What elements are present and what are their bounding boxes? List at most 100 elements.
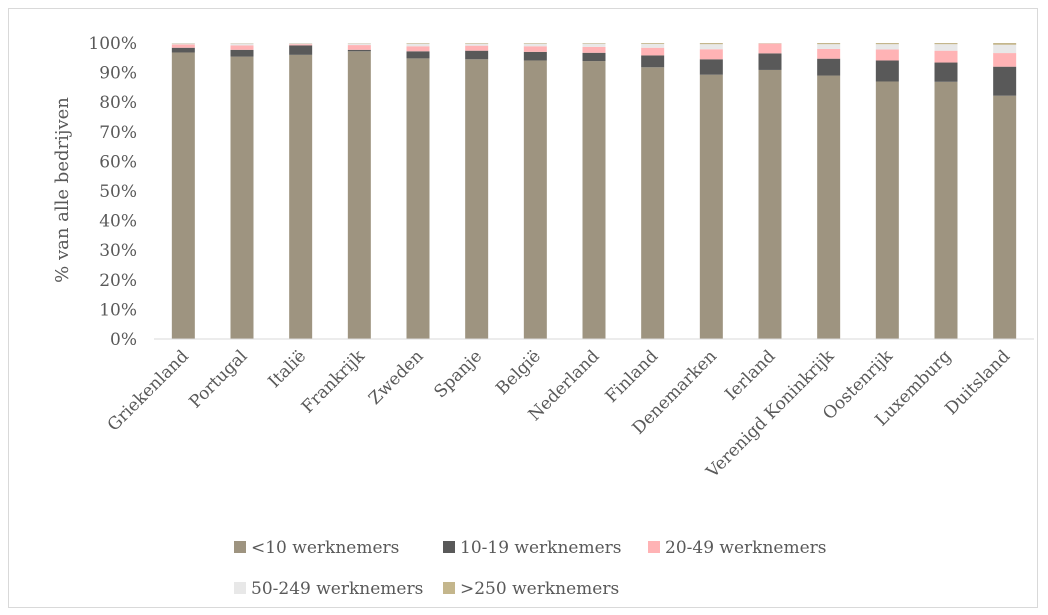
x-tick-label: Zweden bbox=[365, 346, 427, 408]
y-tick-label: 100% bbox=[88, 34, 137, 54]
bar-segment bbox=[934, 50, 958, 63]
y-tick-label: 10% bbox=[99, 300, 137, 320]
bar-segment bbox=[699, 43, 723, 45]
bar-segment bbox=[523, 60, 547, 340]
bar-segment bbox=[993, 95, 1017, 339]
bar-segment bbox=[347, 45, 371, 50]
bar-segment bbox=[523, 51, 547, 61]
bar-segment bbox=[406, 43, 430, 47]
y-tick-label: 50% bbox=[99, 182, 137, 202]
y-tick-label: 30% bbox=[99, 241, 137, 261]
bar-segment bbox=[817, 58, 841, 76]
bar-segment bbox=[934, 81, 958, 339]
bar-segment bbox=[993, 66, 1017, 96]
bar-segment bbox=[582, 52, 606, 62]
bar-segment bbox=[523, 43, 547, 44]
bar-segment bbox=[289, 43, 313, 45]
bar-segment bbox=[171, 43, 195, 45]
y-tick-label: 0% bbox=[110, 330, 137, 350]
bar-segment bbox=[817, 75, 841, 339]
bar-segment bbox=[465, 43, 489, 46]
bar-segment bbox=[875, 49, 899, 61]
bar-segment bbox=[699, 49, 723, 60]
bar-segment bbox=[582, 61, 606, 339]
y-tick-label: 40% bbox=[99, 212, 137, 232]
bar-segment bbox=[171, 44, 195, 48]
bar-segment bbox=[171, 47, 195, 53]
legend-label: <10 werknemers bbox=[251, 538, 399, 558]
bar-segment bbox=[230, 56, 254, 340]
bars bbox=[171, 43, 1017, 340]
bar-segment bbox=[347, 51, 371, 340]
bar-segment bbox=[465, 50, 489, 60]
bar-segment bbox=[993, 44, 1017, 54]
bar-segment bbox=[934, 43, 958, 45]
bar-segment bbox=[582, 43, 606, 47]
legend-swatch bbox=[234, 582, 246, 594]
bar-segment bbox=[699, 59, 723, 75]
y-tick-label: 70% bbox=[99, 123, 137, 143]
y-axis-title: % van alle bedrijven bbox=[52, 97, 73, 283]
bar-segment bbox=[641, 47, 665, 56]
x-tick-label: Frankrijk bbox=[298, 346, 370, 418]
legend: <10 werknemers 10-19 werknemers 20-49 werk… bbox=[234, 538, 827, 599]
legend-swatch bbox=[648, 541, 660, 553]
bar-segment bbox=[465, 59, 489, 339]
bar-segment bbox=[406, 58, 430, 339]
x-tick-label: Italië bbox=[265, 346, 311, 392]
bar-segment bbox=[699, 74, 723, 339]
bar-segment bbox=[289, 45, 313, 55]
bar-segment bbox=[465, 45, 489, 51]
bar-segment bbox=[523, 46, 547, 52]
bar-segment bbox=[934, 62, 958, 82]
bar-segment bbox=[699, 44, 723, 50]
bar-segment bbox=[406, 51, 430, 59]
legend-label: 50-249 werknemers bbox=[251, 579, 423, 599]
bar-segment bbox=[230, 49, 254, 57]
bar-segment bbox=[817, 48, 841, 59]
x-tick-label: Duitsland bbox=[941, 346, 1014, 419]
y-tick-label: 80% bbox=[99, 93, 137, 113]
bar-segment bbox=[817, 43, 841, 45]
legend-swatch bbox=[234, 541, 246, 553]
bar-segment bbox=[523, 43, 547, 47]
bar-segment bbox=[641, 43, 665, 44]
bar-segment bbox=[875, 81, 899, 339]
bar-segment bbox=[817, 44, 841, 49]
bar-segment bbox=[406, 43, 430, 44]
bar-segment bbox=[582, 43, 606, 44]
bar-segment bbox=[641, 43, 665, 48]
x-tick-label: Spanje bbox=[430, 346, 486, 402]
bar-segment bbox=[758, 69, 782, 339]
bar-segment bbox=[582, 46, 606, 53]
bar-segment bbox=[641, 55, 665, 68]
legend-swatch bbox=[443, 541, 455, 553]
bar-segment bbox=[758, 53, 782, 70]
bar-segment bbox=[347, 49, 371, 52]
bar-segment bbox=[230, 43, 254, 46]
x-tick-label: Ierland bbox=[721, 346, 779, 404]
x-tick-label: Portugal bbox=[186, 346, 252, 412]
x-tick-label: België bbox=[492, 346, 545, 399]
legend-swatch bbox=[443, 582, 455, 594]
bar-segment bbox=[171, 52, 195, 340]
bar-segment bbox=[406, 46, 430, 52]
legend-label: >250 werknemers bbox=[460, 579, 619, 599]
legend-label: 10-19 werknemers bbox=[460, 538, 622, 558]
y-tick-label: 60% bbox=[99, 152, 137, 172]
bar-segment bbox=[758, 43, 782, 54]
y-axis-ticks: 0% 10% 20% 30% 40% 50% 60% 70% 80% 90% 100% bbox=[88, 34, 137, 350]
y-tick-label: 20% bbox=[99, 271, 137, 291]
bar-segment bbox=[465, 43, 489, 44]
y-tick-label: 90% bbox=[99, 64, 137, 84]
bar-segment bbox=[875, 43, 899, 45]
bar-segment bbox=[230, 45, 254, 50]
bar-segment bbox=[641, 67, 665, 339]
x-tick-label: Griekenland bbox=[104, 346, 193, 435]
bar-segment bbox=[289, 44, 313, 46]
legend-label: 20-49 werknemers bbox=[665, 538, 827, 558]
bar-segment bbox=[289, 54, 313, 340]
bar-segment bbox=[993, 53, 1017, 67]
